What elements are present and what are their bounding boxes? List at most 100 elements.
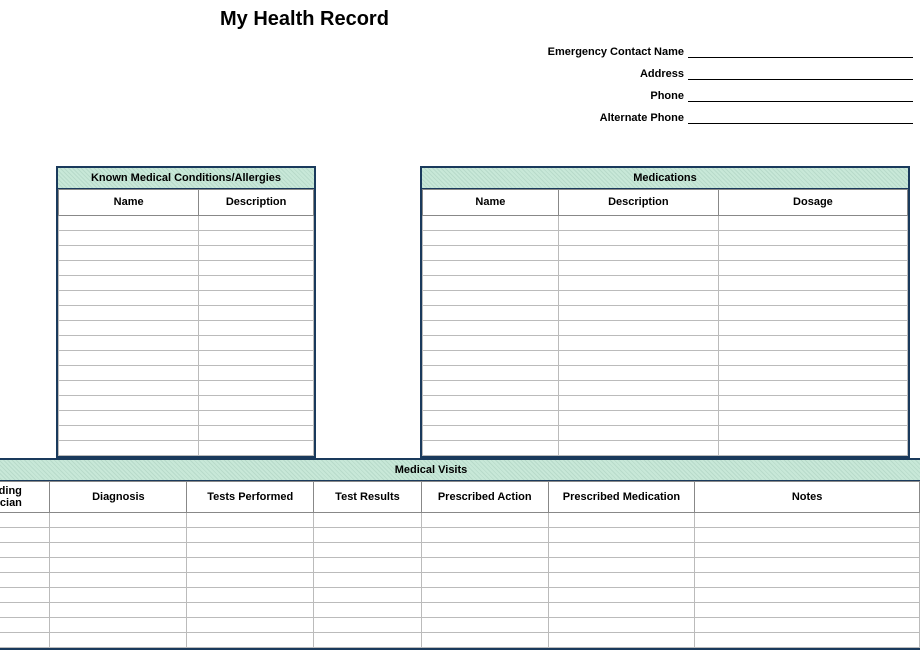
contact-input-name[interactable]	[688, 44, 913, 58]
table-cell[interactable]	[314, 633, 421, 648]
table-cell[interactable]	[558, 261, 718, 276]
table-cell[interactable]	[0, 543, 50, 558]
table-cell[interactable]	[199, 396, 314, 411]
table-cell[interactable]	[718, 336, 907, 351]
table-cell[interactable]	[59, 261, 199, 276]
table-cell[interactable]	[421, 558, 548, 573]
table-cell[interactable]	[50, 633, 187, 648]
table-cell[interactable]	[59, 411, 199, 426]
table-cell[interactable]	[718, 306, 907, 321]
table-cell[interactable]	[199, 261, 314, 276]
table-cell[interactable]	[558, 351, 718, 366]
table-cell[interactable]	[558, 231, 718, 246]
table-cell[interactable]	[718, 261, 907, 276]
table-cell[interactable]	[187, 588, 314, 603]
table-cell[interactable]	[695, 558, 920, 573]
table-cell[interactable]	[718, 291, 907, 306]
table-cell[interactable]	[423, 231, 559, 246]
table-cell[interactable]	[695, 528, 920, 543]
table-cell[interactable]	[199, 291, 314, 306]
table-cell[interactable]	[59, 231, 199, 246]
table-cell[interactable]	[421, 603, 548, 618]
table-cell[interactable]	[718, 411, 907, 426]
table-cell[interactable]	[314, 558, 421, 573]
table-cell[interactable]	[50, 618, 187, 633]
table-cell[interactable]	[199, 246, 314, 261]
table-cell[interactable]	[0, 573, 50, 588]
table-cell[interactable]	[199, 336, 314, 351]
table-cell[interactable]	[187, 513, 314, 528]
table-cell[interactable]	[199, 381, 314, 396]
table-cell[interactable]	[558, 411, 718, 426]
table-cell[interactable]	[199, 426, 314, 441]
table-cell[interactable]	[695, 543, 920, 558]
table-cell[interactable]	[314, 603, 421, 618]
table-cell[interactable]	[718, 231, 907, 246]
table-cell[interactable]	[423, 396, 559, 411]
table-cell[interactable]	[548, 573, 695, 588]
table-cell[interactable]	[59, 351, 199, 366]
table-cell[interactable]	[423, 381, 559, 396]
table-cell[interactable]	[558, 246, 718, 261]
table-cell[interactable]	[50, 513, 187, 528]
table-cell[interactable]	[187, 558, 314, 573]
table-cell[interactable]	[718, 366, 907, 381]
table-cell[interactable]	[187, 633, 314, 648]
table-cell[interactable]	[59, 366, 199, 381]
table-cell[interactable]	[423, 261, 559, 276]
table-cell[interactable]	[421, 588, 548, 603]
table-cell[interactable]	[423, 276, 559, 291]
contact-input-phone[interactable]	[688, 88, 913, 102]
table-cell[interactable]	[0, 588, 50, 603]
table-cell[interactable]	[0, 603, 50, 618]
table-cell[interactable]	[421, 543, 548, 558]
table-cell[interactable]	[314, 528, 421, 543]
table-cell[interactable]	[59, 246, 199, 261]
table-cell[interactable]	[59, 396, 199, 411]
table-cell[interactable]	[423, 366, 559, 381]
table-cell[interactable]	[548, 558, 695, 573]
table-cell[interactable]	[558, 336, 718, 351]
table-cell[interactable]	[558, 321, 718, 336]
table-cell[interactable]	[548, 513, 695, 528]
table-cell[interactable]	[548, 543, 695, 558]
table-cell[interactable]	[199, 441, 314, 456]
table-cell[interactable]	[558, 276, 718, 291]
table-cell[interactable]	[59, 441, 199, 456]
table-cell[interactable]	[423, 441, 559, 456]
table-cell[interactable]	[718, 441, 907, 456]
table-cell[interactable]	[50, 603, 187, 618]
table-cell[interactable]	[0, 618, 50, 633]
table-cell[interactable]	[558, 381, 718, 396]
table-cell[interactable]	[199, 231, 314, 246]
table-cell[interactable]	[59, 291, 199, 306]
table-cell[interactable]	[423, 336, 559, 351]
table-cell[interactable]	[199, 276, 314, 291]
table-cell[interactable]	[187, 528, 314, 543]
table-cell[interactable]	[314, 618, 421, 633]
table-cell[interactable]	[50, 558, 187, 573]
table-cell[interactable]	[558, 291, 718, 306]
table-cell[interactable]	[421, 513, 548, 528]
table-cell[interactable]	[558, 306, 718, 321]
table-cell[interactable]	[558, 396, 718, 411]
table-cell[interactable]	[59, 216, 199, 231]
table-cell[interactable]	[423, 321, 559, 336]
table-cell[interactable]	[718, 351, 907, 366]
table-cell[interactable]	[548, 528, 695, 543]
table-cell[interactable]	[718, 246, 907, 261]
table-cell[interactable]	[695, 513, 920, 528]
table-cell[interactable]	[718, 396, 907, 411]
table-cell[interactable]	[314, 573, 421, 588]
table-cell[interactable]	[199, 411, 314, 426]
table-cell[interactable]	[187, 618, 314, 633]
table-cell[interactable]	[695, 588, 920, 603]
table-cell[interactable]	[314, 513, 421, 528]
table-cell[interactable]	[0, 558, 50, 573]
contact-input-address[interactable]	[688, 66, 913, 80]
table-cell[interactable]	[59, 381, 199, 396]
table-cell[interactable]	[199, 366, 314, 381]
table-cell[interactable]	[558, 366, 718, 381]
table-cell[interactable]	[59, 276, 199, 291]
table-cell[interactable]	[50, 573, 187, 588]
